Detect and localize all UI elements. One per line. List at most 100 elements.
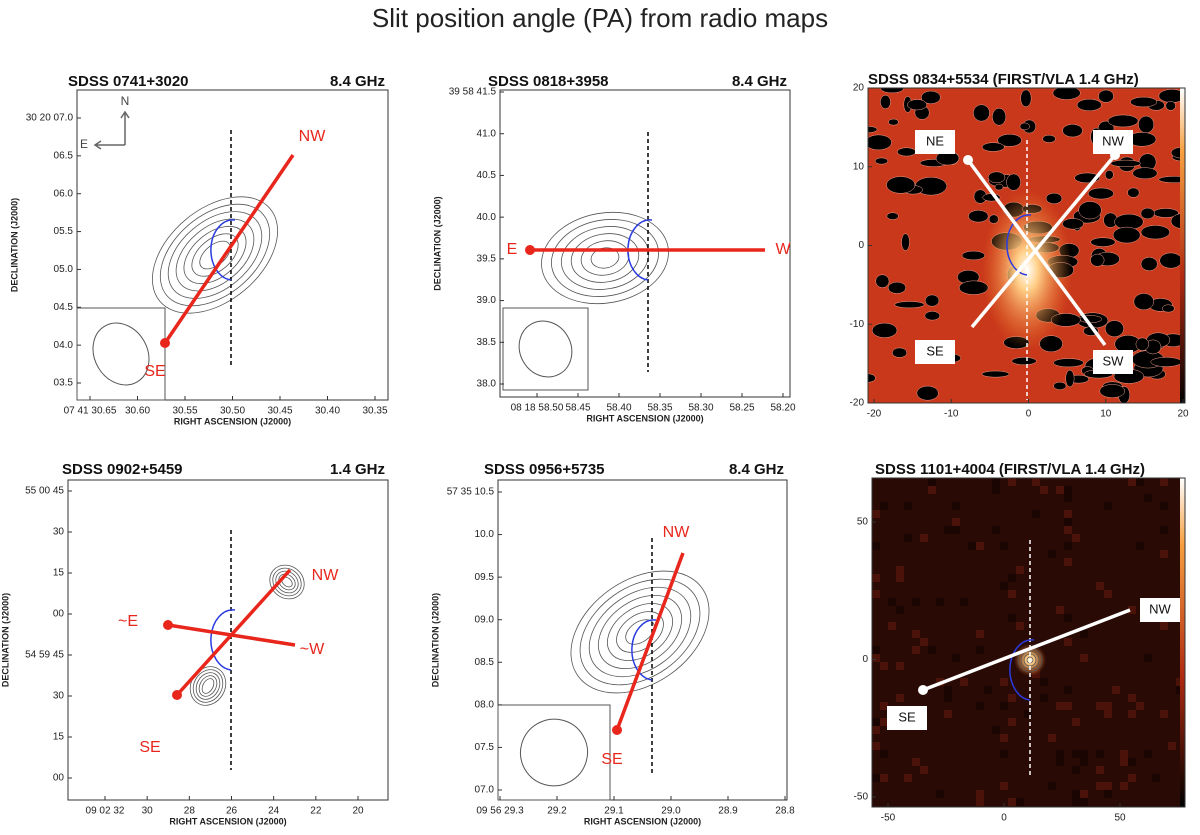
contour [570, 233, 640, 283]
noise [892, 347, 908, 358]
pixel [1048, 734, 1056, 742]
panel: NW ~E ~W SE SDSS 0902+5459 1.4 GHz 55 00 45 30 1… [0, 461, 389, 826]
noise [1098, 89, 1114, 103]
x-tick-label: 22 [310, 806, 322, 817]
frame [499, 89, 791, 398]
y-tick-label: 40.5 [477, 170, 497, 181]
noise [1107, 114, 1139, 128]
pixel [1072, 718, 1080, 726]
pixel [1112, 686, 1120, 694]
pixel [1064, 702, 1072, 710]
pixel [1008, 574, 1016, 582]
noise [1130, 96, 1158, 108]
pixel [1104, 782, 1112, 790]
slit [615, 552, 685, 731]
panel-title: SDSS 0956+5735 [484, 461, 605, 478]
x-tick-label: 28 [184, 806, 196, 817]
pixel [1000, 734, 1008, 742]
direction-label: SE [898, 709, 916, 724]
noise [1140, 225, 1170, 240]
x-tick-label: 08 18 58.50 [511, 403, 564, 414]
pixel [1096, 702, 1104, 710]
pixel [904, 774, 912, 782]
pixel [1072, 766, 1080, 774]
noise [1019, 122, 1030, 131]
slit [970, 153, 1117, 329]
pixel [872, 646, 880, 654]
slit [163, 154, 295, 344]
x-tick-label: -10 [944, 409, 959, 420]
noise [1104, 170, 1114, 180]
pixel [904, 502, 912, 510]
pixel [1104, 710, 1112, 718]
pixel [1160, 478, 1168, 486]
noise [1090, 253, 1105, 267]
noise [920, 90, 941, 104]
beam [518, 320, 573, 378]
pixel [1160, 622, 1168, 630]
x-tick-label: 29.0 [661, 806, 681, 817]
noise [875, 274, 890, 288]
contour [167, 211, 263, 299]
pixel [880, 502, 888, 510]
pixel [1128, 606, 1136, 614]
x-tick-label: -20 [867, 409, 882, 420]
y-tick-label: 57 35 10.5 [447, 487, 495, 498]
pixel [928, 646, 936, 654]
noise [1065, 369, 1075, 388]
pixel [1048, 782, 1056, 790]
pixel [1064, 542, 1072, 550]
pixel [1104, 590, 1112, 598]
pixel [904, 534, 912, 542]
pixel [1160, 502, 1168, 510]
pixel [1032, 510, 1040, 518]
x-tick-label: 30.60 [125, 406, 150, 417]
y-tick-label: 39.0 [477, 295, 497, 306]
contour [551, 219, 659, 297]
pixel [1000, 678, 1008, 686]
pixel [976, 630, 984, 638]
pa-arrow [210, 219, 236, 281]
x-axis-label: RIGHT ASCENSION (J2000) [169, 816, 286, 826]
noise [871, 322, 898, 338]
noise [916, 385, 939, 401]
contour [579, 578, 701, 686]
pixel [976, 798, 984, 806]
pixel [1064, 486, 1072, 494]
x-axis-label: RIGHT ASCENSION (J2000) [584, 816, 701, 826]
contour [191, 233, 239, 277]
contour [580, 240, 630, 276]
slit [922, 608, 1131, 692]
noise [1099, 384, 1126, 398]
noise [1052, 88, 1081, 100]
noise [880, 94, 891, 110]
pa-arrow [627, 219, 653, 281]
pixel [1144, 654, 1152, 662]
x-tick-label: 58.35 [647, 403, 672, 414]
beam [92, 322, 150, 386]
noise [1127, 187, 1140, 198]
pixel [1080, 798, 1088, 806]
y-tick-label: 30 [53, 527, 65, 538]
pixel [1048, 550, 1056, 558]
noise [1112, 226, 1141, 244]
noise [1078, 201, 1102, 220]
noise [868, 134, 892, 151]
noise [1062, 218, 1084, 230]
slit [175, 568, 292, 697]
beam-box [497, 704, 611, 801]
noise [1053, 381, 1067, 390]
noise [994, 183, 1004, 191]
frame [871, 477, 1186, 808]
noise [1088, 187, 1114, 200]
panel: NW SE SDSS 1101+4004 (FIRST/VLA 1.4 GHz) 50… [854, 461, 1186, 824]
frame [67, 479, 389, 801]
x-tick-label: 58.40 [606, 403, 631, 414]
colorbar [1180, 478, 1185, 807]
pixel [872, 654, 880, 662]
slit [966, 158, 1107, 347]
pixel [1064, 518, 1072, 526]
pixel [1000, 782, 1008, 790]
pixel [944, 526, 952, 534]
pixel [1128, 478, 1136, 486]
